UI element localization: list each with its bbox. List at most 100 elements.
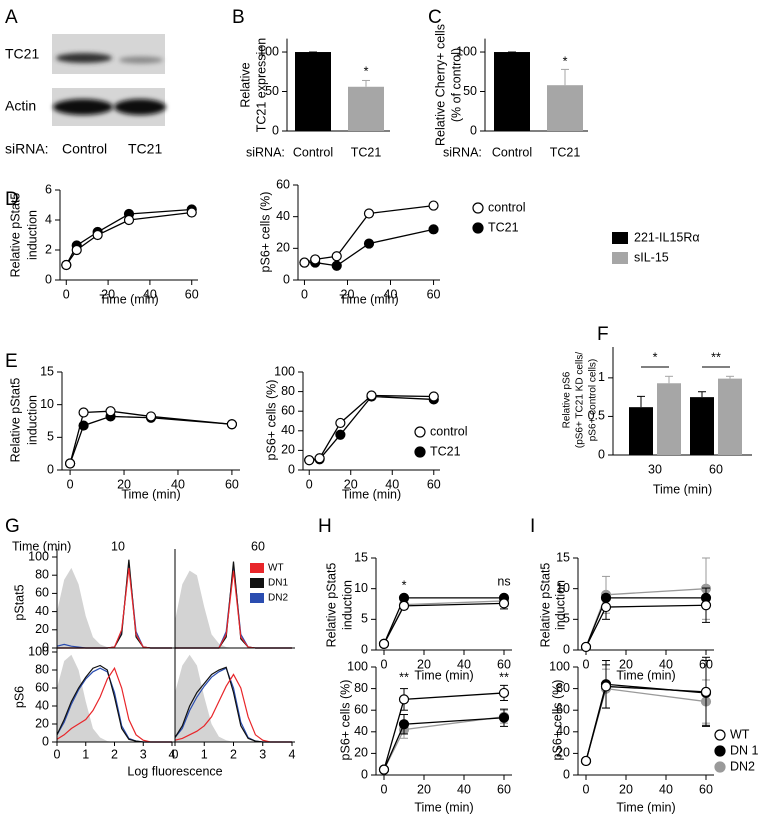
legend-marker <box>414 426 426 438</box>
y-tick-label: 20 <box>35 622 49 636</box>
data-point <box>428 391 439 402</box>
x-tick-label: 20 <box>344 477 358 491</box>
bar <box>547 85 583 131</box>
y-tick-label: 40 <box>35 698 49 712</box>
x-tick-label: 0 <box>54 747 61 761</box>
x-axis-label: Time (min) <box>339 292 398 306</box>
bar <box>295 52 331 131</box>
x-tick-label: Control <box>492 145 532 159</box>
histogram-title: Time (min) <box>12 539 71 553</box>
data-point <box>378 764 390 775</box>
x-tick-label: 60 <box>225 477 239 491</box>
y-tick-label: 40 <box>35 604 49 618</box>
y-axis-label: induction <box>340 580 354 630</box>
y-axis-label: pS6+ control cells) <box>588 359 599 442</box>
x-tick-label: 20 <box>619 782 633 796</box>
blot-panel: A TC21 Actin siRNA: Control TC21 <box>5 7 166 157</box>
y-axis-label: (pS6+ TC21 KD cells/ <box>575 352 586 448</box>
x-tick-label: 1 <box>82 747 89 761</box>
y-tick-label: 10 <box>354 581 368 595</box>
legend-marker <box>414 446 426 458</box>
annotation: * <box>653 350 658 364</box>
legend-marker <box>714 745 726 757</box>
data-point <box>498 687 510 699</box>
data-point <box>78 407 89 418</box>
y-tick-label: 0 <box>272 123 279 137</box>
legend-label: DN2 <box>730 759 755 773</box>
column-label: 10 <box>111 539 125 553</box>
panel-letter: D <box>5 189 19 210</box>
x-tick-label: 60 <box>185 287 199 301</box>
x-tick-label: 0 <box>67 477 74 491</box>
y-tick-label: 0 <box>361 642 368 656</box>
y-axis-label: Relative pS6 <box>562 371 573 428</box>
y-tick-label: 60 <box>556 702 570 716</box>
legend-marker <box>714 761 726 773</box>
y-axis-label: induction <box>25 210 39 260</box>
x-tick-label: 1 <box>201 747 208 761</box>
data-point <box>398 694 410 705</box>
x-tick-label: 0 <box>381 657 388 671</box>
x-tick-label: 40 <box>659 782 673 796</box>
panel-letter: A <box>5 7 18 28</box>
data-point <box>600 681 612 692</box>
data-point <box>335 417 346 429</box>
row-label: pS6 <box>12 686 26 708</box>
x-tick-label: 60 <box>497 782 511 796</box>
y-tick-label: 100 <box>347 659 368 673</box>
x-prefix: siRNA: <box>246 145 285 159</box>
y-tick-label: 15 <box>556 550 570 564</box>
panel-letter: B <box>232 7 245 28</box>
annotation: ** <box>499 670 509 684</box>
data-point <box>299 257 310 268</box>
y-tick-label: 40 <box>281 423 295 437</box>
y-axis-label: Relative pStat5 <box>8 193 22 278</box>
y-tick-label: 40 <box>556 724 570 738</box>
data-point <box>428 200 439 211</box>
x-tick-label: 20 <box>117 477 131 491</box>
y-axis-label: Relative <box>238 62 252 107</box>
x-tick-label: TC21 <box>351 145 382 159</box>
annotation: ns <box>497 574 510 588</box>
x-axis-label: Time (min) <box>414 668 473 682</box>
legend-swatch <box>612 252 628 264</box>
x-tick-label: 0 <box>172 747 179 761</box>
y-tick-label: 10 <box>40 397 54 411</box>
y-tick-label: 100 <box>258 44 279 58</box>
y-tick-label: 0 <box>42 640 49 654</box>
legend-label: TC21 <box>430 444 461 458</box>
bar <box>718 378 742 455</box>
y-tick-label: 5 <box>361 612 368 626</box>
data-point <box>580 641 592 653</box>
control-histogram <box>175 570 292 648</box>
x-tick-label: Control <box>293 145 333 159</box>
y-tick-label: 40 <box>276 209 290 223</box>
y-tick-label: 20 <box>354 746 368 760</box>
y-tick-label: 0 <box>361 767 368 781</box>
y-tick-label: 100 <box>549 659 570 673</box>
y-tick-label: 100 <box>274 364 295 378</box>
y-tick-label: 80 <box>35 567 49 581</box>
legend-label: 221-IL15Rα <box>634 230 700 244</box>
legend-label: DN2 <box>268 593 288 604</box>
data-point <box>304 455 315 466</box>
data-point <box>580 755 592 767</box>
panel-letter: E <box>5 351 18 372</box>
y-tick-label: 60 <box>276 177 290 191</box>
y-tick-label: 60 <box>35 586 49 600</box>
data-point <box>331 251 342 262</box>
y-tick-label: 50 <box>463 84 477 98</box>
y-tick-label: 100 <box>28 644 49 658</box>
y-tick-label: 20 <box>556 746 570 760</box>
x-tick-label: 3 <box>259 747 266 761</box>
data-point <box>71 244 82 256</box>
data-point <box>331 260 342 271</box>
column-label: 60 <box>251 539 265 553</box>
x-tick-label: 20 <box>341 287 355 301</box>
y-axis-label: Relative Cherry+ cells <box>433 24 447 146</box>
y-tick-label: 50 <box>265 84 279 98</box>
panel-letter: I <box>530 516 535 537</box>
x-tick-label: 40 <box>457 657 471 671</box>
